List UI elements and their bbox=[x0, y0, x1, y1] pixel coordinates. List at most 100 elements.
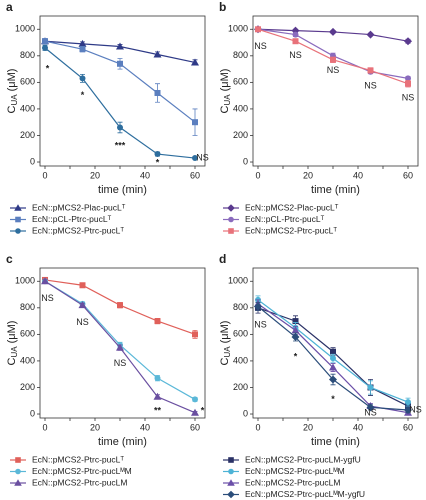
x-axis-label: time (min) bbox=[311, 436, 360, 448]
x-tick-label: 40 bbox=[140, 170, 150, 180]
marker bbox=[153, 392, 162, 400]
marker bbox=[192, 396, 198, 403]
significance-label: *** bbox=[115, 140, 126, 150]
significance-label: * bbox=[294, 351, 298, 361]
y-tick-label: 200 bbox=[233, 382, 248, 392]
y-tick-label: 1000 bbox=[228, 24, 248, 34]
x-tick-label: 0 bbox=[255, 170, 260, 180]
marker bbox=[405, 75, 411, 82]
y-axis-label: CUA (μM) bbox=[6, 321, 19, 366]
marker bbox=[366, 30, 375, 39]
significance-label: NS bbox=[41, 293, 54, 303]
y-tick-label: 400 bbox=[20, 355, 35, 365]
legend-label: EcN::pCL-Ptrc-pucLᵀ bbox=[32, 214, 112, 224]
significance-label: NS bbox=[409, 404, 422, 414]
significance-label: NS bbox=[327, 65, 340, 75]
x-axis-label: time (min) bbox=[98, 436, 147, 448]
marker bbox=[291, 333, 300, 342]
legend-label: EcN::pMCS2-Ptrc-pucLᵀ bbox=[245, 225, 337, 235]
panel-letter: c bbox=[6, 252, 13, 266]
marker bbox=[78, 39, 87, 47]
legend-marker bbox=[14, 204, 22, 211]
x-axis-label: time (min) bbox=[98, 184, 147, 196]
significance-label: NS bbox=[114, 358, 127, 368]
significance-label: * bbox=[156, 158, 160, 168]
y-axis-label: CUA (μM) bbox=[219, 69, 232, 114]
y-tick-label: 200 bbox=[20, 382, 35, 392]
significance-label: NS bbox=[402, 93, 415, 103]
x-axis-label: time (min) bbox=[311, 184, 360, 196]
legend-marker bbox=[228, 228, 234, 234]
legend-label: EcN::pMCS2-Ptrc-pucLᵀ bbox=[32, 225, 124, 235]
x-tick-label: 40 bbox=[353, 170, 363, 180]
panel-letter: d bbox=[219, 252, 226, 266]
y-tick-label: 400 bbox=[20, 103, 35, 113]
x-tick-label: 0 bbox=[42, 422, 47, 432]
marker bbox=[117, 60, 123, 67]
x-tick-label: 20 bbox=[303, 422, 313, 432]
marker bbox=[116, 42, 124, 50]
legend-label: EcN::pMCS2-Ptrc-pucLᴹM bbox=[245, 466, 345, 476]
y-axis-label-main: C bbox=[219, 357, 231, 365]
y-tick-label: 200 bbox=[233, 130, 248, 140]
x-tick-label: 60 bbox=[190, 170, 200, 180]
significance-label: NS bbox=[364, 81, 377, 91]
legend-label: EcN::pMCS2-Ptrc-pucLᴹM-ygfU bbox=[245, 489, 365, 499]
marker bbox=[404, 37, 412, 46]
marker bbox=[292, 318, 299, 325]
marker bbox=[154, 375, 161, 382]
marker bbox=[367, 67, 374, 74]
y-tick-label: 800 bbox=[233, 302, 248, 312]
significance-label: NS bbox=[364, 408, 377, 418]
marker bbox=[255, 26, 261, 33]
legend-label: EcN::pMCS2-Ptrc-pucLM-ygfU bbox=[245, 454, 361, 464]
legend-marker bbox=[15, 468, 21, 475]
legend-label: EcN::pMCS2-Ptrc-pucLM bbox=[32, 477, 127, 487]
marker bbox=[405, 399, 411, 406]
significance-label: ** bbox=[154, 406, 162, 416]
marker bbox=[366, 403, 375, 412]
marker bbox=[79, 75, 86, 82]
x-tick-label: 0 bbox=[42, 170, 47, 180]
y-tick-label: 600 bbox=[233, 329, 248, 339]
marker bbox=[78, 301, 87, 309]
panel: d 0 200 400 600 800 1000 0 20 40 60 time (min) CUA (μ… bbox=[219, 252, 422, 499]
y-tick-label: 0 bbox=[30, 408, 35, 418]
significance-label: NS bbox=[254, 41, 267, 51]
legend-label: EcN::pCL-Ptrc-pucLᵀ bbox=[245, 214, 325, 224]
x-tick-label: 40 bbox=[353, 422, 363, 432]
plot-frame bbox=[252, 267, 419, 419]
series-line bbox=[44, 280, 196, 400]
y-tick-label: 600 bbox=[233, 77, 248, 87]
significance-label: * bbox=[331, 394, 335, 404]
marker bbox=[42, 38, 48, 45]
x-tick-label: 20 bbox=[90, 170, 100, 180]
panel: c 0 200 400 600 800 1000 0 20 40 60 time (min) CUA (μ… bbox=[6, 252, 206, 487]
legend-marker bbox=[227, 204, 235, 212]
marker bbox=[153, 50, 162, 58]
x-tick-label: 60 bbox=[403, 170, 413, 180]
marker bbox=[329, 375, 337, 384]
marker bbox=[254, 302, 262, 311]
legend-marker bbox=[228, 457, 234, 463]
marker bbox=[405, 80, 411, 87]
marker bbox=[191, 408, 199, 416]
marker bbox=[79, 282, 86, 289]
marker bbox=[192, 331, 198, 338]
marker bbox=[116, 343, 124, 351]
y-tick-label: 0 bbox=[30, 156, 35, 166]
marker bbox=[330, 56, 336, 63]
y-axis-label-unit: (μM) bbox=[6, 69, 18, 92]
significance-label: NS bbox=[254, 319, 267, 329]
x-tick-label: 20 bbox=[90, 422, 100, 432]
marker bbox=[154, 89, 161, 96]
marker bbox=[292, 31, 299, 38]
x-tick-label: 60 bbox=[403, 422, 413, 432]
marker bbox=[192, 155, 198, 162]
panel-letter: a bbox=[6, 0, 13, 14]
legend-label: EcN::pMCS2-Ptrc-pucLᵀ bbox=[32, 454, 124, 464]
y-tick-label: 1000 bbox=[228, 276, 248, 286]
x-tick-label: 20 bbox=[303, 170, 313, 180]
panel: a 0 200 400 600 800 1000 0 20 40 60 time (min) CUA (μ… bbox=[6, 0, 209, 235]
marker bbox=[329, 27, 337, 36]
